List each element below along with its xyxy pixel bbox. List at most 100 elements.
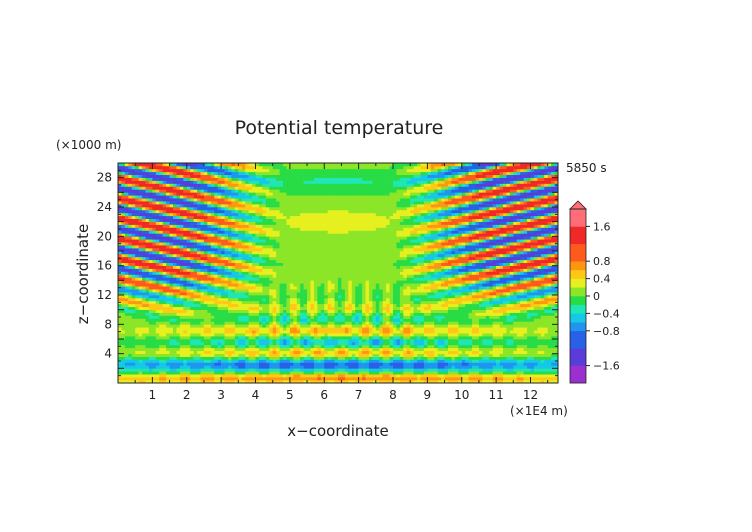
- field-cell: [169, 356, 174, 360]
- field-cell: [489, 297, 493, 302]
- field-cell: [509, 336, 514, 340]
- field-cell: [492, 339, 497, 343]
- field-cell: [468, 289, 473, 293]
- field-cell: [417, 362, 421, 366]
- field-cell: [276, 274, 280, 278]
- field-cell: [176, 271, 181, 275]
- field-cell: [269, 330, 273, 334]
- field-cell: [454, 380, 459, 384]
- field-cell: [423, 368, 428, 372]
- field-cell: [389, 356, 394, 360]
- field-cell: [217, 347, 222, 352]
- field-cell: [145, 321, 150, 325]
- field-cell: [203, 286, 208, 290]
- field-cell: [355, 356, 359, 360]
- field-cell: [200, 312, 205, 316]
- field-cell: [540, 297, 545, 302]
- field-cell: [296, 353, 301, 357]
- field-cell: [410, 362, 414, 366]
- field-cell: [448, 333, 452, 337]
- field-cell: [320, 303, 325, 308]
- field-cell: [365, 347, 370, 352]
- field-cell: [478, 271, 483, 275]
- field-cell: [406, 327, 411, 331]
- field-cell: [537, 341, 542, 346]
- field-cell: [520, 306, 524, 310]
- field-cell: [241, 318, 246, 322]
- field-cell: [423, 271, 428, 275]
- field-cell: [540, 271, 545, 275]
- field-cell: [162, 350, 167, 354]
- field-cell: [193, 339, 198, 343]
- field-cell: [489, 321, 493, 325]
- field-cell: [410, 344, 414, 349]
- field-cell: [485, 312, 490, 316]
- field-cell: [124, 303, 129, 308]
- field-cell: [478, 306, 483, 310]
- field-cell: [173, 280, 177, 284]
- field-cell: [482, 312, 487, 316]
- field-cell: [183, 283, 188, 287]
- field-cell: [289, 295, 294, 299]
- field-cell: [307, 353, 311, 357]
- field-cell: [423, 297, 428, 302]
- field-cell: [375, 330, 380, 334]
- field-cell: [190, 303, 194, 308]
- field-cell: [228, 344, 232, 349]
- field-cell: [547, 283, 552, 287]
- field-cell: [317, 336, 322, 340]
- field-cell: [382, 271, 387, 275]
- field-cell: [135, 377, 139, 381]
- field-cell: [513, 359, 518, 363]
- field-cell: [286, 339, 291, 343]
- field-cell: [338, 347, 342, 352]
- field-cell: [313, 356, 318, 360]
- field-cell: [245, 321, 249, 325]
- field-cell: [197, 353, 201, 357]
- field-cell: [472, 292, 476, 296]
- field-cell: [396, 344, 401, 349]
- field-cell: [520, 344, 524, 349]
- field-cell: [327, 353, 332, 357]
- field-cell: [310, 312, 315, 316]
- field-cell: [365, 315, 370, 319]
- field-cell: [296, 365, 301, 369]
- field-cell: [327, 336, 332, 340]
- field-cell: [427, 327, 432, 331]
- field-cell: [520, 356, 524, 360]
- field-cell: [492, 344, 497, 349]
- field-cell: [382, 297, 387, 302]
- field-cell: [441, 356, 445, 360]
- field-cell: [269, 380, 273, 384]
- field-cell: [248, 306, 253, 310]
- field-cell: [231, 336, 236, 340]
- field-cell: [496, 368, 500, 372]
- field-cell: [389, 339, 394, 343]
- field-cell: [327, 315, 332, 319]
- field-cell: [375, 368, 380, 372]
- field-cell: [420, 312, 425, 316]
- field-cell: [159, 327, 163, 331]
- field-cell: [286, 374, 291, 378]
- field-cell: [437, 315, 442, 319]
- field-cell: [475, 324, 480, 328]
- field-cell: [183, 350, 188, 354]
- field-cell: [386, 359, 390, 363]
- field-cell: [155, 318, 160, 322]
- field-cell: [472, 362, 476, 366]
- field-cell: [420, 333, 425, 337]
- field-cell: [527, 318, 531, 322]
- field-cell: [152, 347, 157, 352]
- field-cell: [509, 327, 514, 331]
- field-cell: [379, 347, 383, 352]
- field-cell: [410, 277, 414, 281]
- field-cell: [448, 336, 452, 340]
- field-cell: [162, 356, 167, 360]
- field-cell: [482, 286, 487, 290]
- field-cell: [320, 336, 325, 340]
- field-cell: [221, 271, 225, 275]
- field-cell: [245, 306, 249, 310]
- field-cell: [355, 353, 359, 357]
- field-cell: [173, 268, 177, 272]
- field-cell: [245, 377, 249, 381]
